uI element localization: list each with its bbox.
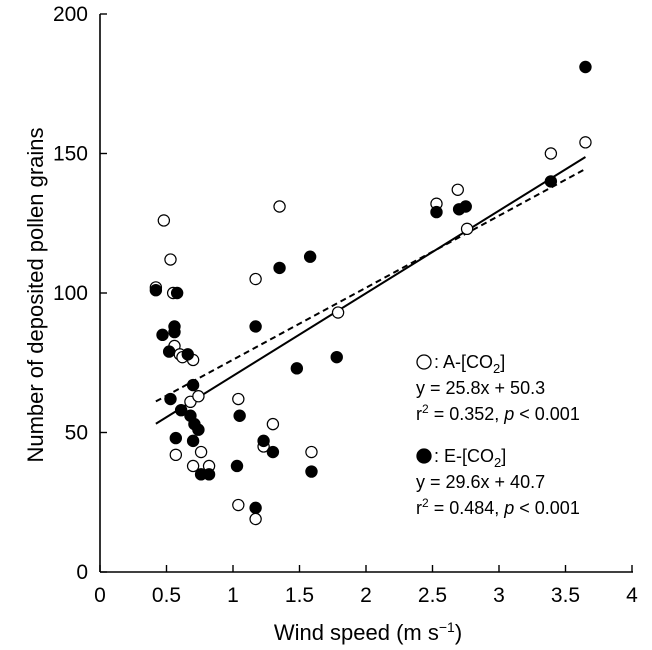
x-tick-label: 4 — [626, 584, 638, 607]
legend-label-e-co2: : E-[CO2] — [434, 446, 506, 470]
legend-marker-open-circle — [416, 354, 432, 370]
point-e-co2 — [459, 200, 472, 213]
point-a-co2 — [169, 448, 183, 462]
point-a-co2 — [460, 222, 474, 236]
legend-marker-filled-circle — [416, 448, 432, 464]
fit-line-e-co2 — [155, 156, 586, 425]
point-e-co2 — [579, 60, 592, 74]
point-e-co2 — [290, 362, 304, 375]
legend-label-a-co2: : A-[CO2] — [434, 352, 505, 376]
point-a-co2 — [331, 306, 345, 319]
point-e-co2 — [273, 261, 286, 275]
y-axis-title: Number of deposited pollen grains — [23, 127, 48, 462]
y-tick-label: 0 — [76, 561, 88, 584]
x-tick-label: 3 — [493, 584, 505, 607]
point-e-co2 — [170, 286, 184, 300]
legend-entry-e-co2: : E-[CO2] y = 29.6x + 40.7 r2 = 0.484, p… — [416, 446, 580, 518]
point-e-co2 — [233, 409, 246, 422]
x-tick-label: 0.5 — [152, 584, 181, 607]
axes — [99, 13, 633, 573]
point-e-co2 — [544, 175, 558, 188]
legend-stats-a-co2: r2 = 0.352, p < 0.001 — [416, 402, 580, 424]
point-a-co2 — [157, 214, 171, 227]
x-tick-label: 1 — [227, 584, 239, 607]
legend-entry-a-co2: : A-[CO2] y = 25.8x + 50.3 r2 = 0.352, p… — [416, 352, 580, 424]
point-a-co2 — [249, 272, 262, 286]
point-e-co2 — [330, 350, 343, 364]
point-a-co2 — [544, 147, 558, 160]
point-e-co2 — [186, 434, 200, 448]
point-e-co2 — [181, 348, 194, 361]
point-e-co2 — [186, 378, 200, 392]
legend-equation-e-co2: y = 29.6x + 40.7 — [416, 472, 545, 492]
point-e-co2 — [149, 284, 163, 297]
point-e-co2 — [202, 468, 216, 481]
point-e-co2 — [230, 459, 244, 473]
x-tick-label: 2 — [360, 584, 372, 607]
tick-labels: 0 0.5 1 1.5 2 2.5 3 3.5 4 0 50 100 150 200 — [53, 3, 638, 607]
point-a-co2 — [192, 390, 205, 403]
data-points — [149, 60, 592, 526]
point-e-co2 — [266, 445, 280, 459]
point-a-co2 — [579, 136, 592, 149]
point-a-co2 — [232, 392, 245, 406]
point-e-co2 — [249, 320, 262, 333]
point-a-co2 — [266, 417, 280, 431]
legend-stats-e-co2: r2 = 0.484, p < 0.001 — [416, 496, 580, 518]
point-e-co2 — [192, 423, 205, 436]
point-a-co2 — [186, 459, 200, 473]
point-a-co2 — [164, 253, 177, 266]
fit-lines — [155, 156, 586, 425]
x-axis-title: Wind speed (m s−1) — [274, 619, 462, 645]
point-e-co2 — [249, 501, 262, 515]
point-e-co2 — [162, 345, 176, 358]
x-tick-label: 0 — [94, 584, 106, 607]
point-e-co2 — [303, 250, 317, 263]
x-tick-label: 3.5 — [551, 584, 580, 607]
point-e-co2 — [430, 205, 443, 219]
point-e-co2 — [174, 403, 188, 417]
legend: : A-[CO2] y = 25.8x + 50.3 r2 = 0.352, p… — [416, 352, 580, 518]
point-a-co2 — [305, 445, 318, 459]
point-a-co2 — [451, 183, 464, 196]
point-e-co2 — [168, 325, 181, 339]
y-tick-label: 50 — [65, 422, 88, 445]
point-e-co2 — [305, 465, 318, 478]
point-a-co2 — [249, 512, 262, 526]
x-tick-label: 2.5 — [418, 584, 447, 607]
point-a-co2 — [194, 445, 208, 459]
y-tick-label: 100 — [53, 282, 88, 305]
legend-equation-a-co2: y = 25.8x + 50.3 — [416, 378, 545, 398]
fit-line-a-co2 — [155, 168, 586, 403]
point-a-co2 — [232, 498, 245, 512]
point-a-co2 — [273, 200, 286, 213]
point-e-co2 — [257, 434, 270, 448]
point-e-co2 — [164, 392, 177, 406]
y-tick-label: 150 — [53, 143, 88, 166]
point-e-co2 — [156, 328, 169, 342]
point-e-co2 — [169, 431, 183, 445]
x-tick-label: 1.5 — [285, 584, 314, 607]
y-tick-label: 200 — [53, 3, 88, 26]
